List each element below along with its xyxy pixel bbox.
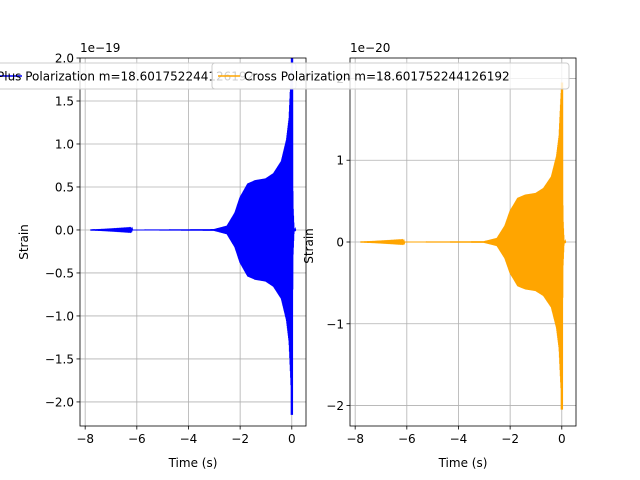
left-y-tick-label: −1.0 <box>45 309 74 323</box>
left-x-ticks: −8 −6 −4 −2 0 <box>76 426 296 446</box>
left-y-tick-label: 0.5 <box>55 180 74 194</box>
left-subplot: −8 −6 −4 −2 0 −2.0 −1.5 −1.0 −0.5 0.0 0.5 1.0 1.5 2.… <box>17 41 307 470</box>
right-legend: Cross Polarization m=18.601752244126192 <box>211 62 570 90</box>
left-y-tick-label-top: 2.0 <box>55 52 74 66</box>
left-axes-frame <box>79 57 307 427</box>
left-y-tick-label: −1.5 <box>45 352 74 366</box>
left-y-tick-label: 0.0 <box>55 223 74 237</box>
left-x-tick-label: 0 <box>288 432 296 446</box>
right-x-tick-label: −2 <box>501 432 519 446</box>
right-offset-text: 1e−20 <box>350 41 390 55</box>
right-legend-box <box>211 62 570 90</box>
left-x-tick-label: −8 <box>76 432 94 446</box>
right-x-tick-label: 0 <box>558 432 566 446</box>
left-x-axis-label: Time (s) <box>168 456 218 470</box>
left-series-line <box>90 58 297 415</box>
left-x-tick-label: −4 <box>180 432 198 446</box>
right-y-tick-label: 0 <box>336 236 344 250</box>
right-y-tick-label: −1 <box>326 317 344 331</box>
right-x-axis-label: Time (s) <box>438 456 488 470</box>
left-y-tick-label: −2.0 <box>45 395 74 409</box>
left-x-tick-label: −2 <box>231 432 249 446</box>
right-subplot: −8−6−4−20 −2−1012 Time (s) Strain 1e−20 <box>302 41 577 470</box>
left-x-tick-label: −6 <box>128 432 146 446</box>
left-offset-text: 1e−19 <box>80 41 120 55</box>
right-y-tick-label: −2 <box>326 399 344 413</box>
right-legend-label: Cross Polarization m=18.601752244126192 <box>244 70 510 84</box>
left-y-tick-label: 1.0 <box>55 137 74 151</box>
right-y-tick-label: 1 <box>336 154 344 168</box>
left-y-tick-label: −0.5 <box>45 266 74 280</box>
right-plot-area <box>360 82 567 410</box>
left-y-ticks: −2.0 −1.5 −1.0 −0.5 0.0 0.5 1.0 1.5 2.0 <box>45 52 80 409</box>
right-series-line <box>360 82 567 410</box>
left-y-tick-label: 1.5 <box>55 94 74 108</box>
left-y-axis-label: Strain <box>17 224 31 260</box>
left-plot-area <box>90 58 297 415</box>
right-y-axis-label: Strain <box>302 228 316 264</box>
right-x-tick-label: −4 <box>450 432 468 446</box>
left-legend-label: Plus Polarization m=18.601752244126192 <box>0 70 254 84</box>
right-x-tick-label: −8 <box>346 432 364 446</box>
right-x-ticks: −8 −6 −4 −2 0 <box>346 426 566 446</box>
right-x-tick-label: −6 <box>398 432 416 446</box>
